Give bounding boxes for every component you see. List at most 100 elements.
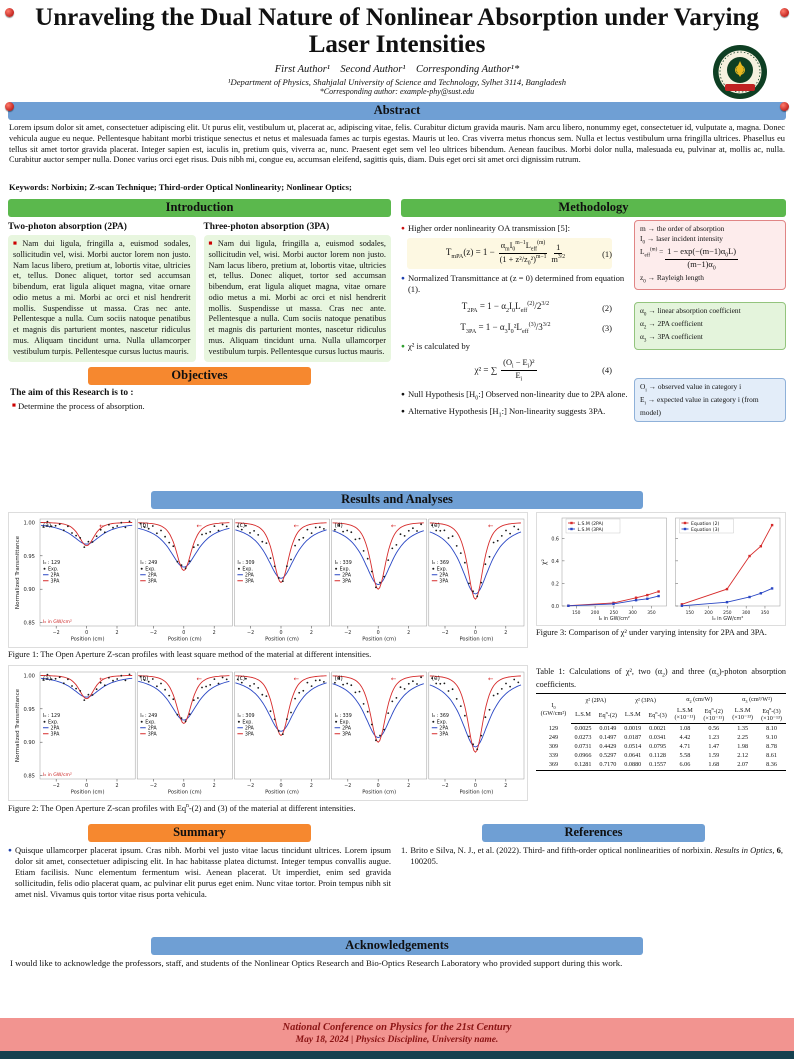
svg-text:←: ← [99, 675, 105, 683]
svg-text:0: 0 [474, 630, 477, 636]
svg-text:I₀ : 369: I₀ : 369 [432, 560, 449, 566]
svg-text:0.90: 0.90 [23, 740, 35, 746]
svg-text:I₀ : 339: I₀ : 339 [335, 560, 352, 566]
svg-text:0: 0 [279, 630, 282, 636]
svg-text:Position (cm): Position (cm) [265, 790, 299, 796]
svg-text:3PA: 3PA [148, 579, 158, 585]
methodology-equations: ● Higher order nonlinearity OA transmiss… [401, 220, 628, 424]
svg-text:←: ← [196, 522, 202, 530]
methodology-definition-boxes: m → the order of absorption I0 → laser i… [634, 220, 786, 424]
svg-text:250: 250 [723, 610, 732, 616]
table1-container: I0 (GW/cm²) χ² (2PA) χ² (3PA) α2 (cm/W) α3 (c… [536, 693, 786, 772]
svg-text:−2: −2 [150, 783, 157, 789]
methodology-bullet-3: ● χ² is calculated by [401, 340, 470, 351]
svg-text:I₀ : 129: I₀ : 129 [43, 560, 60, 566]
svg-text:Exp.: Exp. [242, 720, 252, 726]
intro-2pa-text: ■ Nam dui ligula, fringilla a, euismod so… [8, 235, 196, 362]
svg-text:−2: −2 [247, 783, 254, 789]
figure1-block: Normalized Transmittance 1.00 0.95 0.90 0.85… [8, 512, 528, 660]
pin-icon [780, 102, 789, 111]
svg-text:2PA: 2PA [342, 726, 352, 732]
section-header-abstract: Abstract [7, 102, 787, 120]
bullet-square-icon: ■ [12, 402, 16, 410]
svg-text:350: 350 [647, 610, 656, 616]
svg-text:3PA: 3PA [245, 732, 255, 738]
conference-name: National Conference on Physics for the 2… [282, 1022, 512, 1033]
svg-text:2PA: 2PA [245, 573, 255, 579]
svg-text:Exp.: Exp. [340, 566, 350, 572]
equation-1: TmPA(z) = 1 − αmI0m−1Leff(m) (1 + z²/z0²)… [407, 238, 612, 270]
definitions-box-oi: Oi → observed value in category i Ei → e… [634, 377, 786, 423]
svg-text:2: 2 [310, 630, 313, 636]
equation-3: T3PA = 1 − α3I0²Leff(3)/33/2 (3) [460, 321, 612, 335]
svg-text:←: ← [391, 522, 397, 530]
figure3-caption: Figure 3: Comparison of χ² under varying… [536, 628, 767, 637]
methodology-bullet-2: ● Normalized Transmittance at (z = 0) de… [401, 273, 625, 295]
svg-text:(e): (e) [432, 523, 440, 529]
section-header-methodology: Methodology [401, 199, 786, 217]
svg-text:3PA: 3PA [51, 732, 61, 738]
bullet-square-icon: ■ [13, 239, 21, 247]
svg-text:(d): (d) [335, 676, 343, 682]
svg-text:I₀ : 309: I₀ : 309 [237, 560, 254, 566]
svg-text:(c): (c) [237, 523, 245, 529]
poster-title: Unraveling the Dual Nature of Nonlinear … [35, 4, 759, 58]
methodology-bullet-5: ● Alternative Hypothesis [H1:] Non-linea… [401, 406, 606, 420]
svg-text:3PA: 3PA [439, 732, 449, 738]
section-header-objectives: Objectives [88, 366, 311, 385]
svg-text:Exp.: Exp. [48, 720, 58, 726]
svg-text:250: 250 [610, 610, 619, 616]
svg-text:−2: −2 [441, 630, 448, 636]
svg-text:Normalized Transmittance: Normalized Transmittance [15, 689, 21, 763]
equation-4: χ² = ∑ (Oi − Ei)² Ei (4) [474, 357, 612, 383]
svg-text:Position (cm): Position (cm) [362, 790, 396, 796]
svg-text:350: 350 [761, 610, 770, 616]
svg-text:0.95: 0.95 [23, 554, 35, 560]
svg-text:Position (cm): Position (cm) [265, 637, 299, 643]
bullet-square-icon: ■ [208, 239, 216, 247]
svg-text:0: 0 [85, 783, 88, 789]
intro-3pa-text: ■ Nam dui ligula, fringilla a, euismod so… [203, 235, 391, 362]
svg-text:(c): (c) [237, 676, 245, 682]
svg-text:1.00: 1.00 [23, 674, 35, 680]
svg-text:Equation (3): Equation (3) [691, 527, 720, 533]
svg-text:0.6: 0.6 [551, 536, 559, 542]
table1-caption: Table 1: Calculations of χ², two (α2) an… [536, 667, 787, 689]
methodology-bullet-1: ● Higher order nonlinearity OA transmiss… [401, 223, 570, 233]
svg-text:χ²: χ² [541, 558, 548, 564]
figure3-plot: χ² 0.0 0.2 0.4 0.6 150 200 250 300 350 I₀ in GW/cm… [536, 512, 786, 626]
methodology-bullet-4: ● Null Hypothesis [H0:] Observed non-lin… [401, 389, 628, 402]
svg-text:Exp.: Exp. [145, 720, 155, 726]
intro-3pa-title: Three-photon absorption (3PA) [203, 222, 330, 232]
table1-block: Table 1: Calculations of χ², two (α2) an… [536, 665, 787, 772]
svg-text:Position (cm): Position (cm) [459, 790, 493, 796]
svg-text:3PA: 3PA [342, 579, 352, 585]
svg-text:Position (cm): Position (cm) [71, 637, 105, 643]
conference-date-discipline: May 18, 2024 | Physics Discipline, Unive… [295, 1035, 499, 1045]
equation-2-number: (2) [602, 302, 612, 313]
svg-text:Exp.: Exp. [340, 720, 350, 726]
results-table: I0 (GW/cm²) χ² (2PA) χ² (3PA) α2 (cm/W) α3 (c… [536, 693, 786, 772]
svg-text:0: 0 [279, 783, 282, 789]
introduction-column: Introduction Two-photon absorption (2PA)… [8, 194, 391, 486]
authors-line: First Author¹ Second Author¹ Correspondi… [274, 63, 520, 75]
svg-text:2: 2 [213, 783, 216, 789]
svg-text:2PA: 2PA [439, 726, 449, 732]
svg-text:0: 0 [182, 630, 185, 636]
bottom-edge-strip [0, 1051, 794, 1059]
section-header-results: Results and Analyses [150, 491, 644, 509]
svg-text:I₀ : 309: I₀ : 309 [237, 713, 254, 719]
svg-text:(a): (a) [43, 523, 51, 529]
svg-text:3PA: 3PA [51, 579, 61, 585]
svg-text:0: 0 [474, 783, 477, 789]
abstract-body: Lorem ipsum dolor sit amet, consectetuer… [9, 123, 785, 165]
svg-text:(b): (b) [140, 676, 148, 682]
poster-header: Unraveling the Dual Nature of Nonlinear … [0, 0, 794, 99]
svg-text:0.85: 0.85 [23, 621, 35, 627]
svg-text:Position (cm): Position (cm) [71, 790, 105, 796]
equation-1-number: (1) [602, 248, 612, 259]
svg-text:Exp.: Exp. [145, 566, 155, 572]
svg-text:−2: −2 [247, 630, 254, 636]
svg-text:0.85: 0.85 [23, 774, 35, 780]
